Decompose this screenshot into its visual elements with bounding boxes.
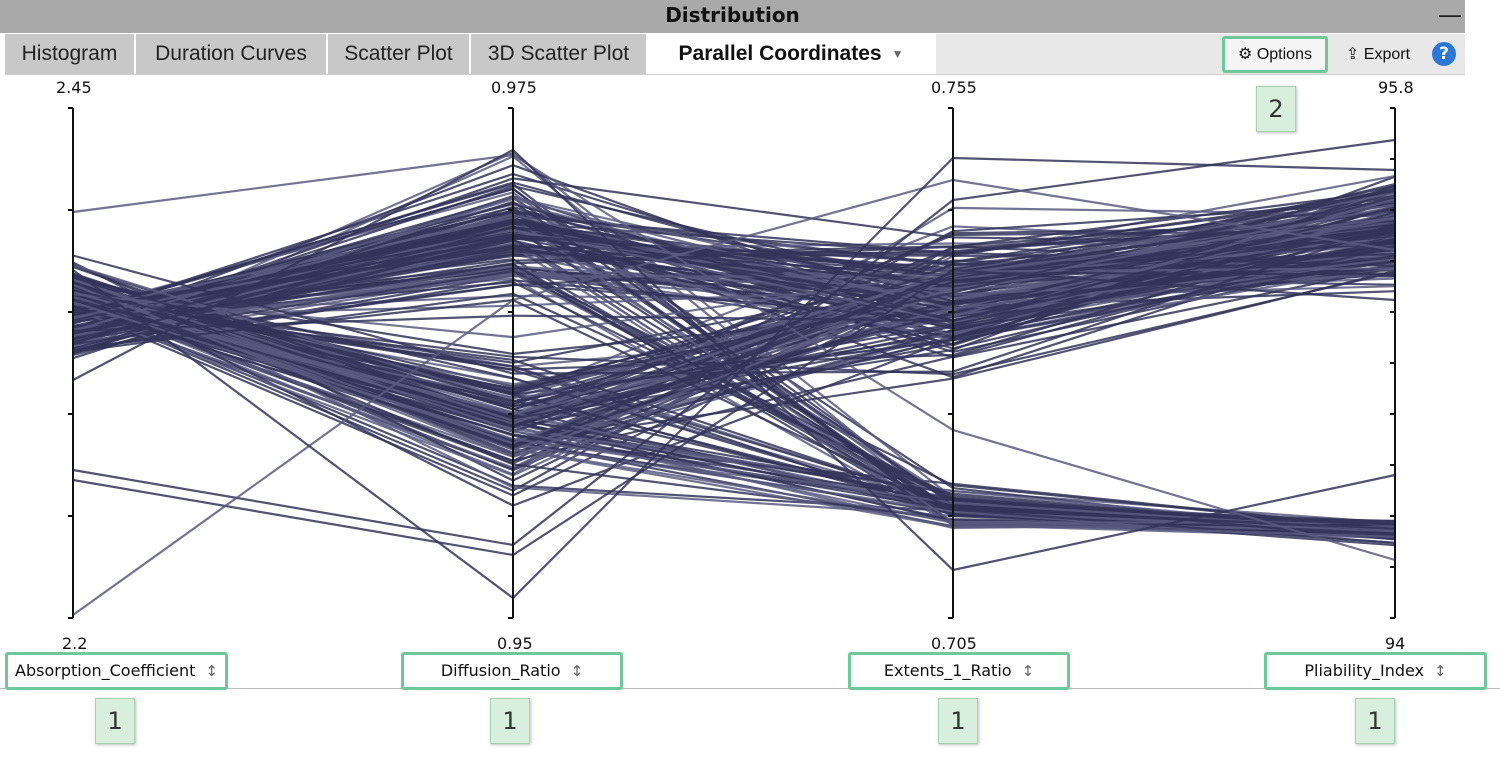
axis-selector-diffusion-ratio[interactable]: Diffusion_Ratio ↕ [401, 652, 623, 690]
tab-label: Parallel Coordinates [678, 42, 882, 65]
data-line [72, 235, 1396, 316]
callout-axis: 1 [938, 698, 978, 744]
data-line [72, 301, 1396, 532]
data-line [72, 268, 1396, 557]
tab-label: Histogram [21, 42, 118, 65]
axis-min-label: 94 [1385, 634, 1406, 653]
data-line [72, 187, 1396, 391]
tab-3d-scatter-plot[interactable]: 3D Scatter Plot [471, 34, 648, 74]
tab-duration-curves[interactable]: Duration Curves [136, 34, 328, 74]
data-line [72, 153, 1396, 562]
tab-histogram[interactable]: Histogram [5, 34, 136, 74]
export-label: Export [1363, 46, 1411, 63]
tab-label: Scatter Plot [344, 42, 453, 65]
data-line [72, 235, 1396, 422]
window-title: Distribution [665, 3, 800, 27]
tab-label: Duration Curves [155, 42, 307, 65]
axis-max-label: 0.755 [931, 78, 977, 97]
tab-scatter-plot[interactable]: Scatter Plot [328, 34, 471, 74]
tab-parallel-coordinates[interactable]: Parallel Coordinates ▼ [648, 34, 936, 74]
gear-icon: ⚙ [1238, 46, 1253, 63]
callout-axis: 1 [95, 698, 135, 744]
axis-baseline [0, 688, 1500, 689]
callout-axis: 1 [490, 698, 530, 744]
axis-name: Extents_1_Ratio [883, 661, 1012, 680]
axis-selector-extents-1-ratio[interactable]: Extents_1_Ratio ↕ [848, 652, 1070, 690]
minimize-button[interactable]: — [1438, 1, 1462, 29]
axis-selector-pliability-index[interactable]: Pliability_Index ↕ [1264, 652, 1487, 690]
sort-arrows-icon: ↕ [1434, 662, 1447, 680]
axis-name: Pliability_Index [1304, 661, 1425, 680]
data-line [72, 249, 1396, 333]
options-button[interactable]: ⚙ Options [1222, 36, 1328, 73]
sort-arrows-icon: ↕ [205, 662, 218, 680]
export-icon: ⇪ [1345, 46, 1360, 63]
data-line [72, 138, 1396, 547]
sort-arrows-icon: ↕ [570, 662, 584, 680]
axis-max-label: 2.45 [56, 78, 92, 97]
data-line [72, 305, 1396, 523]
export-button[interactable]: ⇪ Export [1336, 38, 1420, 72]
help-icon[interactable]: ? [1432, 42, 1456, 66]
callout-axis: 1 [1355, 698, 1395, 744]
data-line [72, 271, 1396, 376]
axis-selector-absorption-coefficient[interactable]: Absorption_Coefficient ↕ [5, 652, 228, 690]
title-bar: Distribution — [0, 0, 1465, 33]
data-line [72, 178, 1396, 616]
tab-bar: Histogram Duration Curves Scatter Plot 3… [5, 34, 1465, 76]
chevron-down-icon: ▼ [891, 47, 904, 62]
options-label: Options [1256, 46, 1312, 63]
axis-max-label: 0.975 [491, 78, 537, 97]
axis-name: Absorption_Coefficient [15, 661, 196, 680]
tab-label: 3D Scatter Plot [487, 42, 630, 65]
axis-min-label: 2.2 [62, 634, 88, 653]
data-line [72, 148, 1396, 572]
data-line [72, 156, 1396, 600]
data-line [72, 278, 1396, 538]
data-line [72, 220, 1396, 335]
axis-max-label: 95.8 [1378, 78, 1414, 97]
axis-min-label: 0.705 [931, 634, 977, 653]
data-line [72, 196, 1396, 427]
sort-arrows-icon: ↕ [1021, 662, 1035, 680]
data-line [72, 298, 1396, 530]
data-line [72, 225, 1396, 344]
data-line [72, 199, 1396, 318]
axes-group [68, 107, 1396, 619]
callout-options: 2 [1256, 86, 1296, 132]
axis-min-label: 0.95 [497, 634, 533, 653]
axis-name: Diffusion_Ratio [440, 661, 561, 680]
data-lines [72, 138, 1396, 616]
